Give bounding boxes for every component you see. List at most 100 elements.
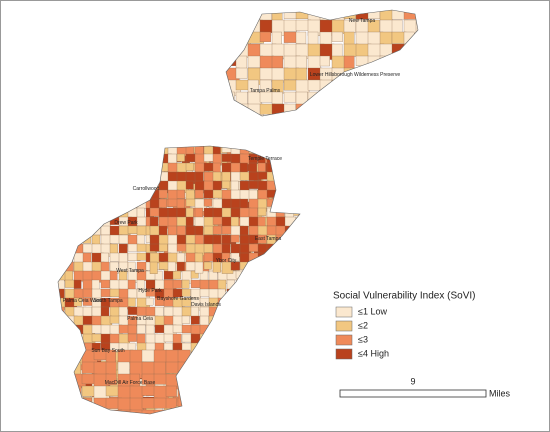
tract: [275, 162, 285, 173]
tract: [280, 171, 290, 185]
tract: [64, 234, 75, 243]
tract: [82, 153, 95, 163]
scale-bar: [339, 389, 487, 398]
tract: [415, 10, 418, 24]
tract: [415, 115, 418, 116]
tract: [230, 189, 241, 201]
tract: [280, 261, 289, 270]
tract: [91, 207, 100, 221]
tract: [100, 189, 113, 199]
tract: [73, 153, 85, 166]
tract: [58, 162, 65, 175]
tract: [379, 43, 393, 58]
tract: [289, 360, 300, 370]
tract: [226, 91, 235, 105]
tract: [298, 351, 300, 363]
tract: [172, 324, 184, 333]
tract: [158, 243, 168, 252]
tract: [235, 342, 244, 351]
tract: [262, 351, 275, 362]
tract: [226, 387, 240, 396]
tract: [199, 387, 211, 397]
tract: [415, 19, 418, 36]
tract: [235, 405, 245, 414]
tract: [145, 146, 154, 157]
tract: [136, 324, 146, 334]
tract: [145, 297, 154, 306]
tract: [129, 409, 147, 414]
tract: [217, 360, 229, 374]
tract: [271, 369, 284, 380]
tract: [271, 31, 282, 46]
tract: [244, 369, 257, 378]
tract: [91, 198, 102, 210]
tract: [176, 234, 187, 246]
tract: [73, 225, 83, 235]
tract: [289, 315, 299, 329]
tract: [275, 146, 288, 156]
tract: [58, 333, 69, 345]
tract: [127, 146, 137, 154]
tract: [226, 405, 239, 414]
tract: [289, 405, 299, 414]
tract: [91, 333, 102, 342]
tract: [235, 351, 244, 362]
tract: [295, 55, 307, 70]
tract: [58, 153, 65, 162]
tract: [226, 396, 235, 409]
tract: [331, 31, 343, 42]
tract: [244, 270, 256, 281]
tract: [235, 360, 245, 371]
tract: [319, 55, 330, 67]
tract: [73, 171, 87, 185]
tract: [298, 162, 300, 172]
tract: [127, 171, 139, 181]
tract: [165, 397, 177, 409]
tract: [149, 153, 162, 163]
tract: [259, 31, 271, 43]
tract: [82, 171, 93, 183]
tract: [271, 162, 280, 175]
tract: [289, 189, 298, 199]
tract: [226, 297, 236, 310]
tract: [248, 180, 259, 189]
tract: [295, 31, 307, 44]
tract: [253, 315, 265, 324]
scale-value: 9: [410, 376, 415, 386]
tract: [226, 103, 237, 114]
tract: [391, 91, 403, 106]
tract: [58, 180, 64, 194]
tract: [266, 216, 277, 227]
tract: [289, 261, 300, 271]
tract: [235, 103, 249, 116]
tract: [235, 288, 244, 300]
tract: [289, 243, 300, 256]
tract: [149, 207, 161, 217]
tract: [217, 396, 231, 406]
tract: [212, 216, 223, 225]
tract: [100, 198, 113, 212]
tract: [58, 378, 67, 391]
tract: [82, 315, 94, 325]
tract: [298, 261, 300, 274]
tract: [319, 91, 333, 108]
tract: [82, 162, 95, 174]
tract: [391, 115, 404, 116]
tract: [226, 43, 234, 59]
tract: [217, 342, 227, 354]
tract: [118, 162, 129, 173]
tract: [403, 115, 414, 116]
tract: [283, 91, 297, 103]
tract: [208, 333, 219, 343]
tract: [105, 409, 123, 414]
tract: [280, 315, 291, 327]
tract: [298, 288, 300, 299]
tract: [91, 180, 103, 194]
tract: [230, 252, 240, 262]
tract: [244, 324, 256, 336]
tract: [58, 207, 67, 218]
tract: [93, 409, 109, 414]
tract: [109, 207, 120, 217]
tract: [217, 378, 230, 388]
tract: [100, 306, 110, 318]
